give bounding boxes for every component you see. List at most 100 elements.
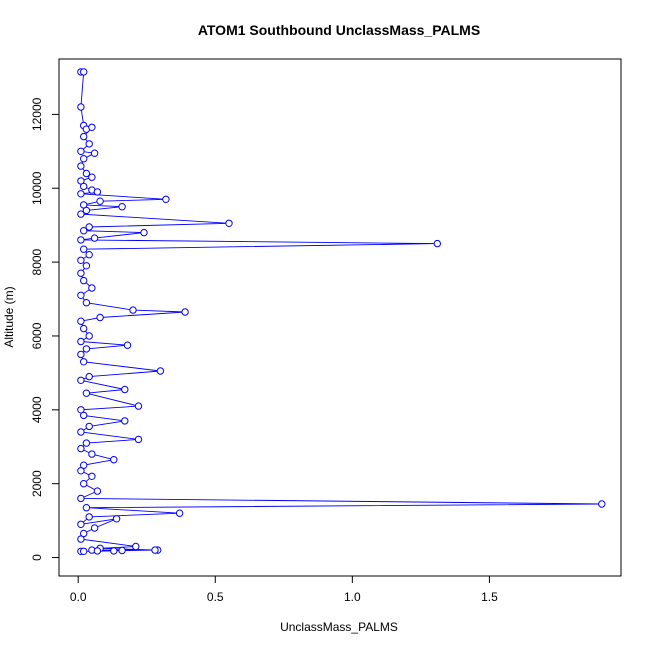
data-point <box>93 547 102 555</box>
data-point <box>88 472 96 480</box>
y-tick-label: 8000 <box>30 248 44 275</box>
data-point <box>433 239 441 248</box>
data-point <box>134 402 143 410</box>
data-point <box>123 341 132 349</box>
data-point <box>77 337 85 346</box>
data-point <box>82 262 91 270</box>
data-point <box>93 188 102 196</box>
data-point <box>121 417 129 425</box>
data-point <box>118 546 126 555</box>
data-point <box>85 422 93 431</box>
data-point <box>85 251 93 259</box>
data-point <box>77 444 85 453</box>
data-point <box>80 276 88 285</box>
data-point <box>96 197 104 205</box>
data-point <box>80 358 88 366</box>
data-point <box>162 195 170 204</box>
data-point <box>77 317 85 325</box>
x-tick-label: 0.0 <box>70 590 87 604</box>
chart-title: ATOM1 Southbound UnclassMass_PALMS <box>198 22 480 38</box>
data-point <box>77 291 85 299</box>
data-point <box>129 306 137 314</box>
data-point <box>90 149 99 157</box>
data-point <box>82 169 91 178</box>
y-tick-label: 4000 <box>30 396 44 423</box>
data-point <box>88 450 96 458</box>
x-tick-label: 1.5 <box>481 590 498 604</box>
data-point <box>140 228 148 237</box>
x-tick-label: 1.0 <box>344 590 361 604</box>
data-point <box>77 256 85 264</box>
data-point <box>181 308 189 316</box>
data-point <box>77 190 85 198</box>
data-point <box>80 547 88 555</box>
data-point <box>110 547 118 555</box>
data-point <box>77 467 85 475</box>
data-point <box>80 68 88 76</box>
data-point <box>82 439 91 447</box>
x-tick-label: 0.5 <box>207 590 224 604</box>
data-point <box>85 223 93 231</box>
data-point <box>77 494 85 503</box>
data-point <box>82 389 91 397</box>
data-point <box>88 123 96 132</box>
data-point <box>134 435 143 444</box>
data-point <box>121 385 129 394</box>
data-point <box>598 500 606 508</box>
series-layer <box>77 68 606 555</box>
data-point <box>93 487 102 495</box>
data-point <box>90 234 99 242</box>
series-line <box>79 71 602 552</box>
data-point <box>82 345 91 353</box>
data-point <box>77 350 85 359</box>
data-point <box>110 456 118 464</box>
data-point <box>96 313 104 322</box>
y-tick-label: 2000 <box>30 470 44 497</box>
data-point <box>156 367 165 375</box>
data-point <box>112 515 121 523</box>
data-point <box>82 206 91 215</box>
data-point <box>88 173 96 181</box>
data-point <box>80 324 88 333</box>
data-point <box>80 480 88 488</box>
data-point <box>151 546 159 554</box>
data-point <box>77 147 85 156</box>
data-point <box>77 428 85 436</box>
y-tick-label: 10000 <box>30 171 44 205</box>
data-point <box>118 203 126 211</box>
data-point <box>80 245 88 253</box>
data-point <box>77 210 85 218</box>
data-point <box>77 103 85 111</box>
data-point <box>80 132 88 141</box>
data-point <box>80 155 88 163</box>
data-point <box>77 535 85 543</box>
y-tick-label: 12000 <box>30 97 44 131</box>
data-point <box>77 520 85 528</box>
data-point <box>85 372 93 381</box>
data-point <box>80 411 88 420</box>
x-axis: 0.0 0.5 1.0 1.5 <box>70 575 498 604</box>
data-point <box>77 162 85 170</box>
data-point <box>85 140 93 148</box>
data-point <box>80 227 88 235</box>
data-point <box>175 509 184 517</box>
y-axis-label: Altitude (m) <box>2 286 16 347</box>
x-axis-label: UnclassMass_PALMS <box>280 620 398 634</box>
data-point <box>80 182 88 191</box>
data-point <box>77 269 85 277</box>
data-point <box>77 376 85 384</box>
y-axis: 0 2000 4000 6000 8000 10000 12000 <box>30 97 60 561</box>
data-point <box>88 284 96 292</box>
plot-area-frame <box>58 58 622 577</box>
data-point <box>85 332 93 340</box>
data-point <box>82 504 91 512</box>
y-tick-label: 0 <box>30 554 44 561</box>
data-point <box>85 513 93 521</box>
data-point <box>82 299 91 307</box>
data-point <box>225 219 233 228</box>
data-point <box>90 524 99 532</box>
data-point <box>77 236 85 244</box>
y-tick-label: 6000 <box>30 322 44 349</box>
data-point <box>132 542 140 551</box>
